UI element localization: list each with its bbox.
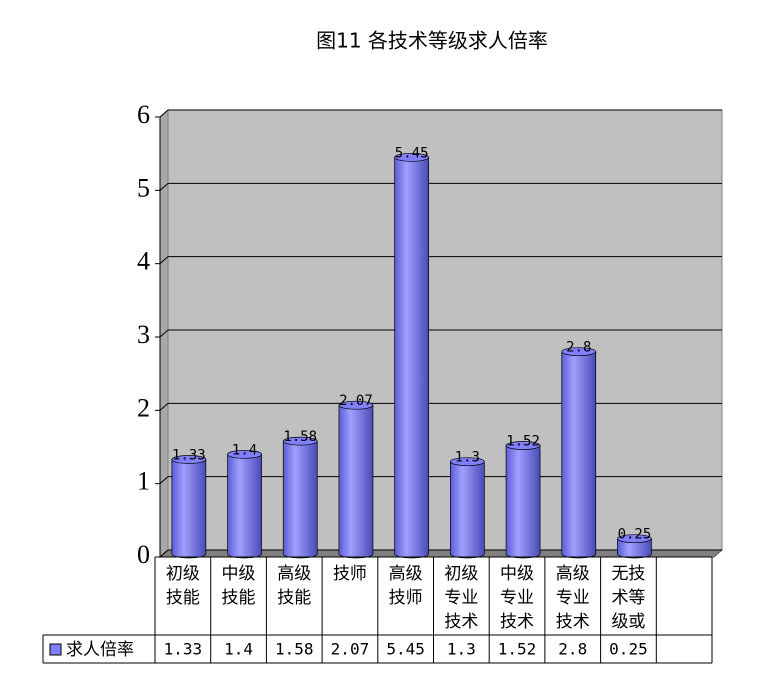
bar [338,400,374,559]
bar [617,534,652,559]
cylinder-top [338,400,374,410]
data-label: 1.3 [455,450,480,466]
table-value: 1.3 [447,640,476,659]
table-value: 1.52 [498,640,537,659]
cylinder-body [171,459,207,559]
table-value: 2.07 [331,640,370,659]
y-tick-label: 2 [137,393,150,422]
cylinder-body [450,461,485,559]
cylinder-top [617,534,652,544]
cylinder-body [282,440,318,559]
data-label: 2.8 [566,340,591,356]
y-tick-label: 6 [137,100,150,129]
x-tick-label: 技师 [332,564,367,584]
cylinder-body [394,156,429,559]
cylinder-top [450,457,485,467]
table-value: 5.45 [386,640,425,659]
x-tick-label: 高级技师 [388,564,423,608]
y-tick-label: 0 [137,540,150,569]
data-label: 1.52 [506,434,540,450]
x-tick-label: 无技术等级或 [611,564,646,632]
grid-line [159,549,169,558]
bar [282,436,318,559]
cylinder-body [227,453,262,559]
x-tick-label: 高级技能 [277,564,312,608]
data-label: 1.4 [232,442,257,458]
x-tick-label: 初级专业技术 [444,564,479,632]
bar [171,455,207,559]
table-value: 1.58 [275,640,314,659]
bar [450,457,485,559]
legend-label: 求人倍率 [66,640,134,660]
x-tick-label: 中级专业技术 [500,564,535,632]
legend-swatch [49,643,62,656]
x-tick-label: 中级技能 [221,564,256,608]
y-tick-label: 5 [137,173,150,202]
chart-title: 图11 各技术等级求人倍率 [316,29,548,53]
x-tick-label: 高级专业技术 [555,564,590,632]
bar [561,347,597,559]
cylinder-body [338,404,374,559]
table-value: 1.33 [164,640,203,659]
cylinder-top [505,441,541,450]
y-tick-label: 4 [137,247,150,276]
bar [227,449,262,559]
grid-line [159,256,169,265]
y-tick-label: 1 [137,467,150,496]
cylinder-body [617,538,652,559]
cylinder-body [505,445,541,559]
bar [394,152,429,559]
table-value: 0.25 [609,640,648,659]
grid-line [159,182,169,191]
cylinder-top [282,436,318,446]
data-label: 1.33 [172,447,206,463]
cylinder-body [561,351,597,559]
grid-line [159,402,169,411]
grid-line [159,476,169,485]
cylinder-top [394,152,429,162]
bar [505,441,541,559]
table-value: 2.8 [558,640,587,659]
cylinder-top [227,449,262,459]
data-label: 2.07 [339,393,373,409]
y-tick-label: 3 [137,320,150,349]
data-label: 1.58 [283,429,317,445]
cylinder-top [561,347,597,357]
table-value: 1.4 [224,640,253,659]
grid-line [159,109,169,118]
data-label: 0.25 [618,527,652,543]
data-label: 5.45 [395,145,429,161]
cylinder-top [171,455,207,464]
x-tick-label: 初级技能 [165,564,200,608]
grid-line [159,329,169,338]
